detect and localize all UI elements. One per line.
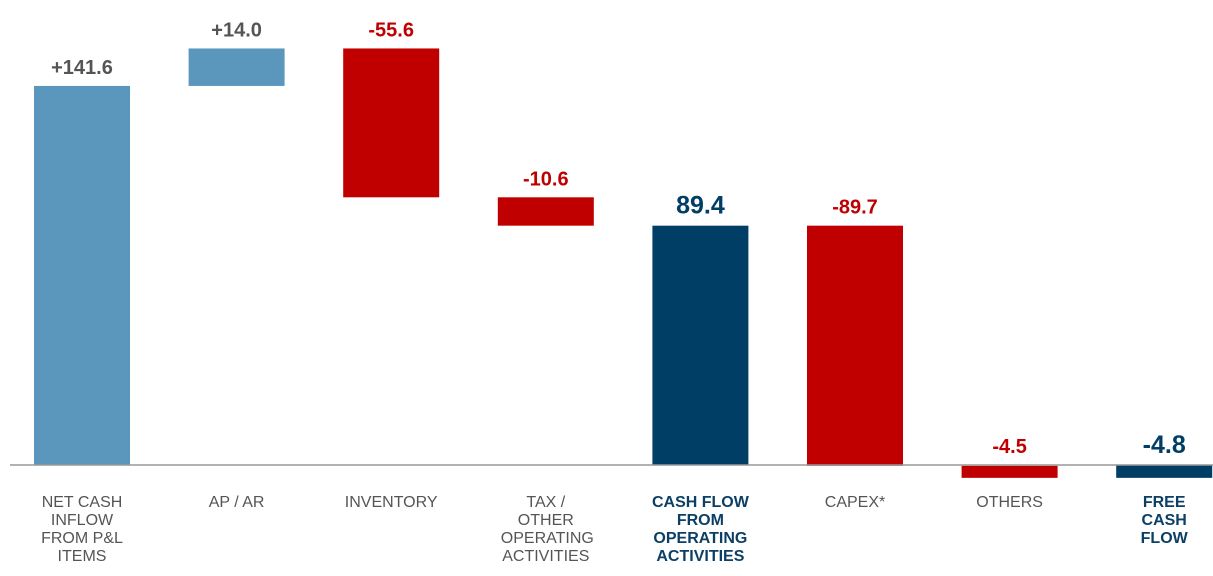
category-label-7: FREE CASH FLOW [1140,494,1188,547]
value-label-2: -55.6 [368,19,414,41]
bar-4 [652,225,749,465]
bar-0 [34,85,130,465]
category-label-0: NET CASH INFLOW FROM P&L ITEMS [41,494,123,565]
category-label-6: OTHERS [976,494,1043,511]
category-label-1: AP / AR [208,494,265,511]
value-label-1: +14.0 [211,19,262,41]
category-label-2: INVENTORY [344,494,438,511]
bar-6 [961,465,1058,478]
category-label-4: CASH FLOW FROM OPERATING ACTIVITIES [651,494,749,565]
value-label-3: -10.6 [523,168,569,190]
bar-5 [807,225,903,466]
bar-7 [1116,465,1213,478]
bars-group [34,48,1213,478]
value-label-0: +141.6 [51,57,113,79]
bar-2 [343,48,440,198]
value-label-4: 89.4 [676,192,725,220]
value-label-6: -4.5 [992,436,1026,458]
category-label-5: CAPEX* [824,494,886,511]
value-label-5: -89.7 [832,197,878,219]
value-label-7: -4.8 [1143,431,1186,459]
value-labels-group: +141.6 +14.0 -55.6 -10.6 89.4 -89.7 -4.5 -4.8 [51,19,1186,459]
bar-1 [188,48,285,86]
bar-3 [497,197,594,226]
category-label-3: TAX / OTHER OPERATING ACTIVITIES [500,494,594,565]
